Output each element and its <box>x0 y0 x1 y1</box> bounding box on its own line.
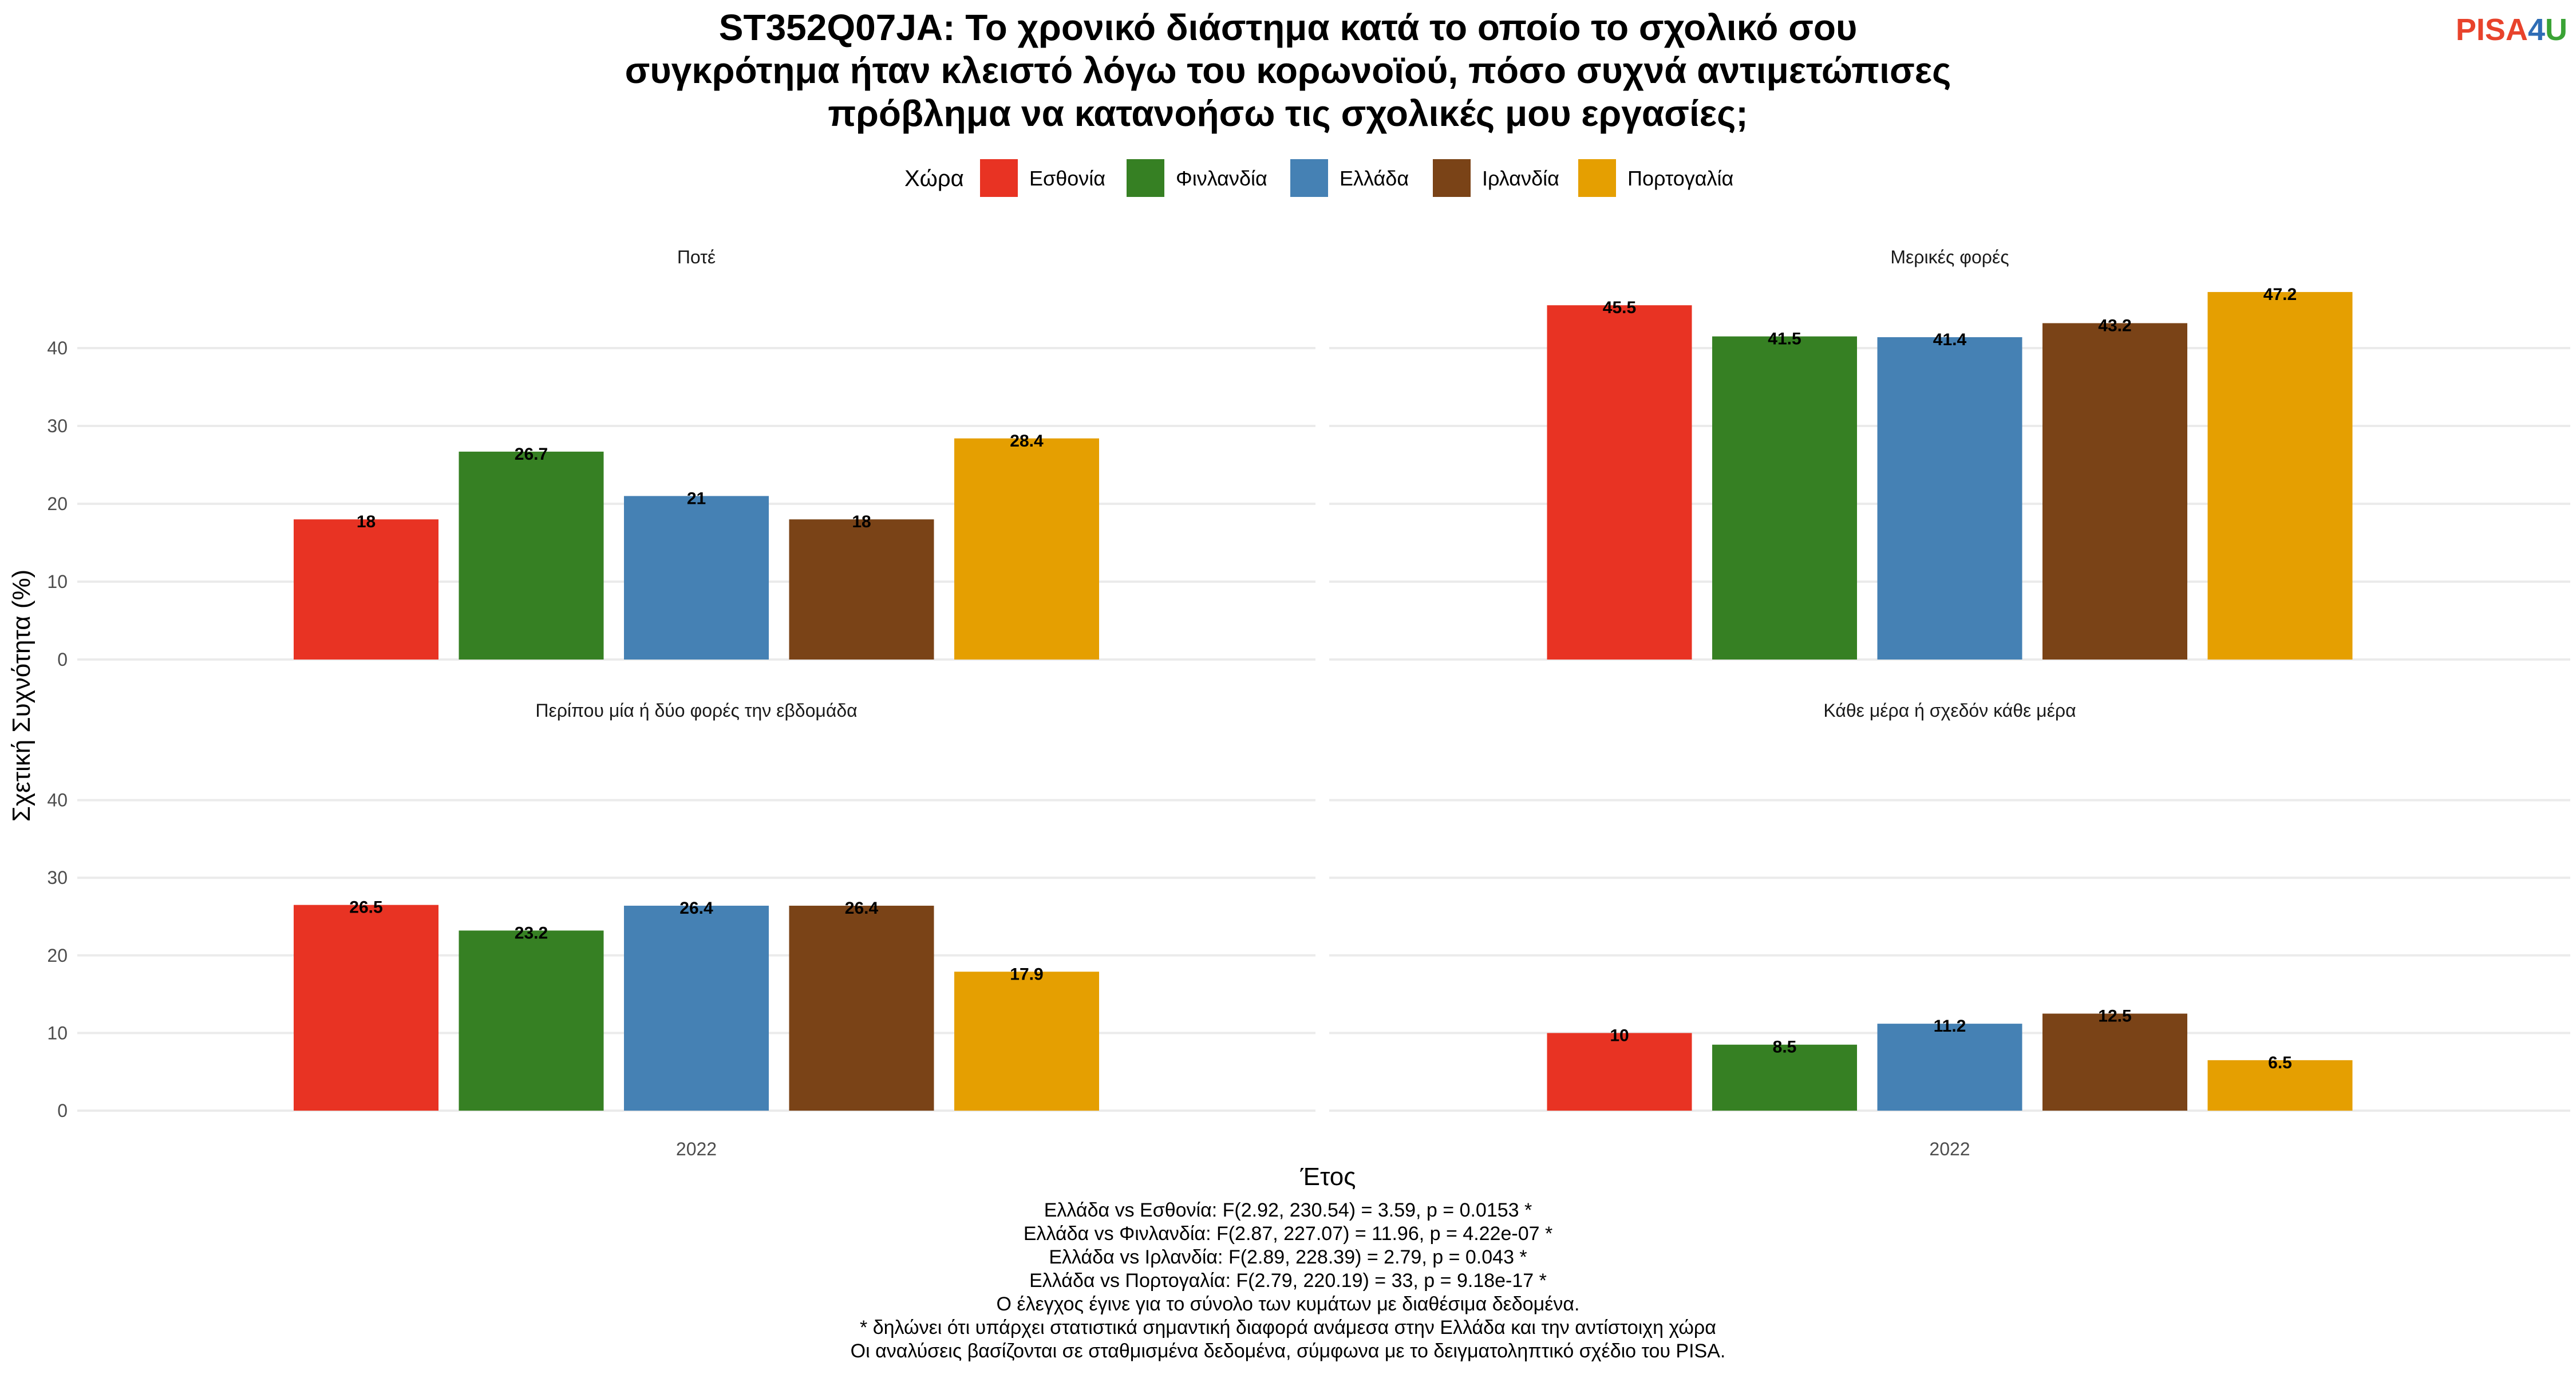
bar-value-label: 17.9 <box>1010 965 1043 984</box>
bar-value-label: 21 <box>687 489 706 508</box>
bar <box>294 905 438 1111</box>
panel-title: Ποτέ <box>677 247 716 267</box>
legend-swatch <box>1578 159 1616 197</box>
y-tick-label: 30 <box>47 867 68 888</box>
legend-swatch <box>980 159 1018 197</box>
footnote-line-7: Οι αναλύσεις βασίζονται σε σταθμισμένα δ… <box>851 1340 1726 1362</box>
bar <box>1877 1024 2022 1111</box>
bar <box>624 496 769 660</box>
bar <box>1712 1044 1857 1111</box>
bar <box>1877 337 2022 660</box>
bar-value-label: 26.4 <box>845 899 879 918</box>
bar-value-label: 41.4 <box>1933 330 1967 349</box>
bar-value-label: 43.2 <box>2098 316 2131 335</box>
legend: Χώρα Εσθονία Φινλανδία Ελλάδα Ιρλανδία Πορτο… <box>904 159 1733 197</box>
footnote-line-5: Ο έλεγχος έγινε για το σύνολο των κυμάτω… <box>997 1293 1580 1315</box>
bar-value-label: 45.5 <box>1603 298 1636 317</box>
footnote-line-4: Ελλάδα vs Πορτογαλία: F(2.79, 220.19) = … <box>1029 1270 1547 1292</box>
y-tick-label: 10 <box>47 1022 68 1043</box>
pisa4u-logo: PISA4U <box>2456 13 2567 47</box>
facet-panel: Μερικές φορές 45.5 41.5 41.4 43.2 47.2 <box>1329 247 2570 661</box>
bar <box>459 451 604 660</box>
bar <box>2042 323 2187 660</box>
footnote-line-2: Ελλάδα vs Φινλανδία: F(2.87, 227.07) = 1… <box>1024 1223 1552 1245</box>
bar-value-label: 28.4 <box>1010 432 1044 451</box>
x-axis-title: Έτος <box>1300 1163 1356 1191</box>
y-tick-label: 40 <box>47 790 68 811</box>
y-tick-label: 20 <box>47 945 68 966</box>
bar <box>294 519 438 660</box>
bar-value-label: 8.5 <box>1773 1038 1797 1057</box>
bar <box>1712 336 1857 660</box>
panel-title: Μερικές φορές <box>1890 247 2009 267</box>
bar <box>459 930 604 1111</box>
bar-value-label: 41.5 <box>1768 330 1801 349</box>
bar <box>789 906 934 1111</box>
bar <box>2042 1013 2187 1111</box>
facet-panel: Κάθε μέρα ή σχεδόν κάθε μέρα 10 8.5 11.2 12.… <box>1329 700 2570 1159</box>
bar <box>954 438 1099 660</box>
y-tick-label: 0 <box>57 1100 68 1121</box>
legend-item: Πορτογαλία <box>1578 159 1733 197</box>
bar <box>2207 1060 2353 1111</box>
logo-part3: U <box>2545 13 2567 47</box>
title-line-3: πρόβλημα να κατανοήσω τις σχολικές μου ε… <box>828 93 1748 134</box>
footnote-line-3: Ελλάδα vs Ιρλανδία: F(2.89, 228.39) = 2.… <box>1049 1246 1527 1268</box>
bar <box>2207 292 2353 660</box>
footnote-line-6: * δηλώνει ότι υπάρχει στατιστικά σημαντι… <box>860 1317 1716 1339</box>
legend-label: Πορτογαλία <box>1627 167 1733 190</box>
bar-value-label: 12.5 <box>2098 1007 2131 1026</box>
legend-swatch <box>1433 159 1471 197</box>
legend-swatch <box>1290 159 1328 197</box>
legend-title: Χώρα <box>904 166 964 191</box>
bar-value-label: 6.5 <box>2268 1053 2292 1072</box>
bar-value-label: 23.2 <box>515 923 548 942</box>
legend-label: Εσθονία <box>1029 167 1105 190</box>
bar-value-label: 11.2 <box>1934 1017 1966 1036</box>
panel-title: Κάθε μέρα ή σχεδόν κάθε μέρα <box>1823 700 2076 721</box>
bar <box>624 906 769 1111</box>
y-tick-label: 10 <box>47 571 68 592</box>
bar-value-label: 26.5 <box>349 898 382 917</box>
bar <box>789 519 934 660</box>
bar-value-label: 47.2 <box>2263 285 2297 304</box>
legend-item: Ελλάδα <box>1290 159 1409 197</box>
footnotes: Ελλάδα vs Εσθονία: F(2.92, 230.54) = 3.5… <box>851 1199 1726 1362</box>
title-line-1: ST352Q07JA: Το χρονικό διάστημα κατά το … <box>719 7 1857 48</box>
x-tick-label: 2022 <box>1929 1139 1970 1159</box>
chart-title: ST352Q07JA: Το χρονικό διάστημα κατά το … <box>625 7 1951 134</box>
legend-item: Εσθονία <box>980 159 1105 197</box>
logo-part1: PISA <box>2456 13 2528 47</box>
panel-title: Περίπου μία ή δύο φορές την εβδομάδα <box>535 700 857 721</box>
facet-panel: Περίπου μία ή δύο φορές την εβδομάδα 0 10 2… <box>47 700 1315 1159</box>
legend-label: Ιρλανδία <box>1482 167 1559 190</box>
bar <box>1547 1033 1692 1111</box>
legend-label: Ελλάδα <box>1340 167 1409 190</box>
bar-value-label: 18 <box>357 512 376 531</box>
bar <box>954 972 1099 1111</box>
x-tick-label: 2022 <box>676 1139 717 1159</box>
legend-swatch <box>1127 159 1164 197</box>
y-tick-label: 30 <box>47 416 68 436</box>
bar-value-label: 26.7 <box>515 445 548 464</box>
legend-item: Φινλανδία <box>1127 159 1267 197</box>
logo-part2: 4 <box>2528 13 2545 47</box>
legend-label: Φινλανδία <box>1176 167 1267 190</box>
bar-value-label: 10 <box>1610 1026 1629 1045</box>
bar-value-label: 26.4 <box>679 899 713 918</box>
y-axis-title: Σχετική Συχνότητα (%) <box>7 570 35 822</box>
facet-panel: Ποτέ 0 10 20 30 40 18 26.7 21 18 28.4 <box>47 247 1315 670</box>
footnote-line-1: Ελλάδα vs Εσθονία: F(2.92, 230.54) = 3.5… <box>1044 1199 1532 1221</box>
y-tick-label: 40 <box>47 338 68 358</box>
bar-value-label: 18 <box>852 512 871 531</box>
title-line-2: συγκρότημα ήταν κλειστό λόγω του κορωνοϊ… <box>625 50 1951 91</box>
bar <box>1547 305 1692 660</box>
y-tick-label: 0 <box>57 649 68 670</box>
y-tick-label: 20 <box>47 493 68 514</box>
legend-item: Ιρλανδία <box>1433 159 1559 197</box>
